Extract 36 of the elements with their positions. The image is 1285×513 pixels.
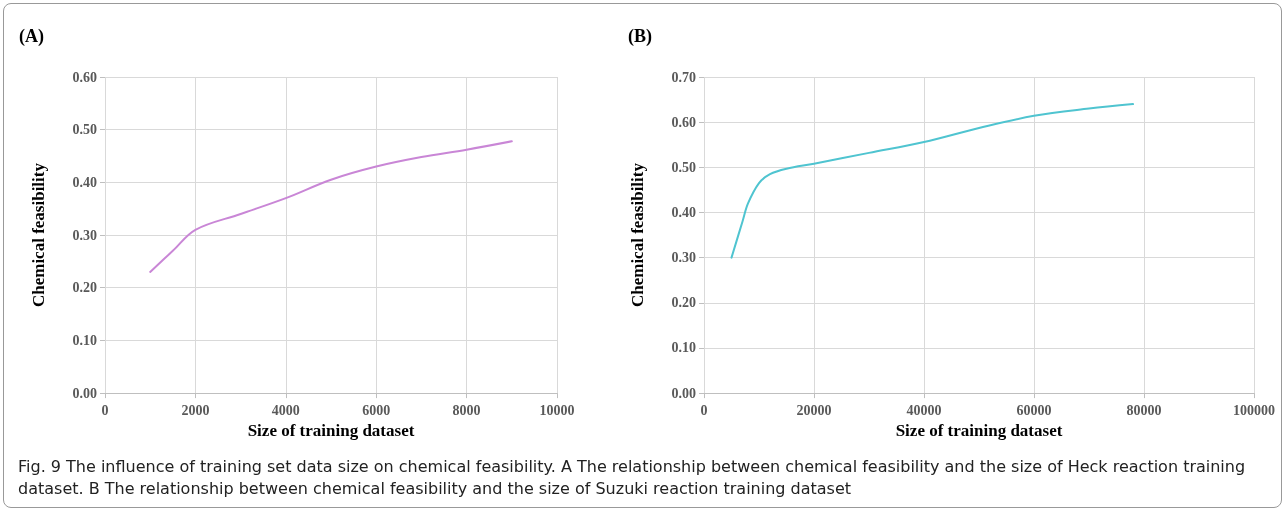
x-tick-label: 0 bbox=[700, 402, 708, 418]
line-series bbox=[149, 140, 513, 273]
x-tick-label: 6000 bbox=[362, 402, 391, 418]
chart-title: (A) bbox=[19, 26, 44, 47]
x-tick-label: 100000 bbox=[1233, 402, 1275, 418]
y-tick-label: 0.60 bbox=[671, 114, 696, 130]
y-tick-label: 0.10 bbox=[671, 340, 696, 356]
y-tick-label: 0.60 bbox=[72, 69, 97, 85]
x-tick-label: 2000 bbox=[181, 402, 210, 418]
y-tick-label: 0.30 bbox=[72, 227, 97, 243]
y-tick-label: 0.40 bbox=[72, 174, 97, 190]
x-tick-label: 4000 bbox=[271, 402, 300, 418]
x-tick-label: 20000 bbox=[796, 402, 832, 418]
y-axis-title: Chemical feasibility bbox=[29, 162, 48, 308]
x-axis-title: Size of training dataset bbox=[247, 421, 415, 440]
x-tick-label: 0 bbox=[101, 402, 109, 418]
chart-title: (B) bbox=[628, 26, 652, 47]
x-tick-label: 40000 bbox=[906, 402, 942, 418]
y-tick-label: 0.20 bbox=[72, 280, 97, 296]
y-axis-title: Chemical feasibility bbox=[628, 162, 647, 308]
x-tick-label: 8000 bbox=[452, 402, 481, 418]
y-tick-label: 0.70 bbox=[671, 69, 696, 85]
y-tick-label: 0.50 bbox=[671, 159, 696, 175]
caption: Fig. 9 The influence of training set data size on chemical feasibility. A The relationship between chemical feasibility and the size of Heck reaction training dataset. B The relationship between chemical feasibility and the size of Suzuki reaction training dataset bbox=[18, 456, 1247, 500]
y-tick-label: 0.10 bbox=[72, 332, 97, 348]
line-series bbox=[730, 103, 1134, 259]
x-tick-label: 10000 bbox=[539, 402, 575, 418]
y-tick-label: 0.00 bbox=[72, 385, 97, 401]
x-axis-title: Size of training dataset bbox=[895, 421, 1063, 440]
y-tick-label: 0.40 bbox=[671, 204, 696, 220]
y-tick-label: 0.00 bbox=[671, 385, 696, 401]
x-tick-label: 80000 bbox=[1126, 402, 1162, 418]
y-tick-label: 0.50 bbox=[72, 122, 97, 138]
y-tick-label: 0.20 bbox=[671, 295, 696, 311]
y-tick-label: 0.30 bbox=[671, 250, 696, 266]
x-tick-label: 60000 bbox=[1016, 402, 1052, 418]
